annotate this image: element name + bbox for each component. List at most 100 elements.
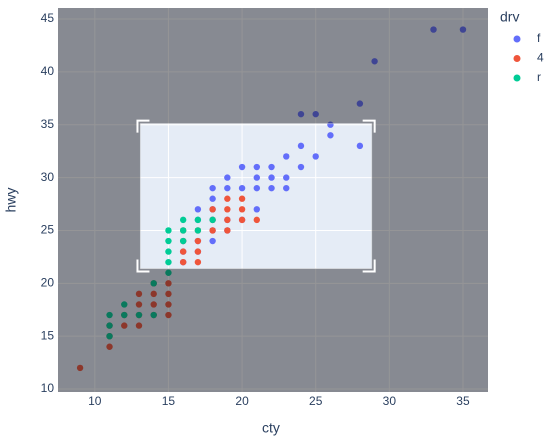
y-tick-label: 35 xyxy=(41,117,55,131)
point xyxy=(121,311,128,319)
legend-title: drv xyxy=(500,9,519,25)
point xyxy=(327,132,334,139)
point xyxy=(106,332,113,340)
point xyxy=(238,216,246,224)
point xyxy=(297,142,305,150)
point xyxy=(238,206,246,213)
x-tick-label: 20 xyxy=(235,394,249,408)
point xyxy=(253,206,261,213)
point xyxy=(150,311,157,319)
point xyxy=(253,163,261,171)
point xyxy=(268,184,275,192)
x-tick-label: 25 xyxy=(309,394,323,408)
y-tick-label: 15 xyxy=(41,328,55,342)
point xyxy=(238,195,246,202)
point xyxy=(238,184,246,192)
point xyxy=(312,110,319,118)
point xyxy=(165,311,172,319)
point xyxy=(194,206,202,213)
x-axis-title: cty xyxy=(262,420,280,436)
point xyxy=(165,269,172,276)
point xyxy=(459,26,467,33)
point xyxy=(209,184,216,192)
point xyxy=(135,290,143,298)
x-tick-label: 15 xyxy=(162,394,176,408)
y-tick-label: 45 xyxy=(41,11,55,25)
point xyxy=(194,216,202,224)
point xyxy=(297,110,305,118)
point xyxy=(150,301,157,308)
point xyxy=(283,153,290,160)
y-axis-title: hwy xyxy=(3,188,19,213)
point xyxy=(356,100,364,107)
point xyxy=(209,237,216,245)
point xyxy=(165,248,172,255)
point xyxy=(106,343,113,350)
point xyxy=(209,195,216,202)
y-tick-label: 25 xyxy=(41,223,55,237)
point xyxy=(209,227,216,234)
point xyxy=(224,227,231,234)
point xyxy=(430,26,437,33)
point xyxy=(253,216,261,224)
selection-corner xyxy=(362,259,376,273)
point xyxy=(106,322,113,329)
point xyxy=(150,280,157,287)
point xyxy=(165,237,172,245)
y-tick-label: 30 xyxy=(41,170,55,184)
point xyxy=(179,237,187,245)
point xyxy=(76,364,84,372)
point xyxy=(238,163,246,171)
point xyxy=(135,311,143,319)
point xyxy=(327,121,334,128)
point xyxy=(165,227,172,234)
legend-label: 4 xyxy=(537,51,544,65)
point xyxy=(194,258,202,266)
selection-corner xyxy=(362,119,376,133)
selection-dim xyxy=(58,8,488,392)
point xyxy=(106,311,113,319)
point xyxy=(165,301,172,308)
point xyxy=(224,174,231,181)
point xyxy=(121,322,128,329)
point xyxy=(135,301,143,308)
point xyxy=(179,216,187,224)
point xyxy=(179,248,187,255)
x-tick-label: 10 xyxy=(88,394,102,408)
point xyxy=(150,290,157,298)
legend-marker xyxy=(513,35,521,43)
selection-corner xyxy=(136,119,150,133)
point xyxy=(194,237,202,245)
x-tick-label: 35 xyxy=(456,394,470,408)
point xyxy=(224,206,231,213)
point xyxy=(268,163,275,171)
x-tick-label: 30 xyxy=(383,394,397,408)
point xyxy=(312,153,319,160)
point xyxy=(268,174,275,181)
point xyxy=(224,216,231,224)
point xyxy=(253,174,261,181)
point xyxy=(194,248,202,255)
point xyxy=(165,258,172,266)
selection-corner xyxy=(136,259,150,273)
point xyxy=(356,142,364,150)
point xyxy=(194,227,202,234)
point xyxy=(165,280,172,287)
legend-marker xyxy=(513,74,521,82)
point xyxy=(371,58,378,65)
y-tick-label: 40 xyxy=(41,64,55,78)
point xyxy=(209,206,216,213)
point xyxy=(179,258,187,266)
selection-box xyxy=(139,123,373,270)
y-tick-label: 10 xyxy=(41,381,55,395)
point xyxy=(224,184,231,192)
point xyxy=(121,301,128,308)
legend-label: r xyxy=(537,70,541,84)
point xyxy=(283,184,290,192)
point xyxy=(209,216,216,224)
point xyxy=(224,195,231,202)
legend-marker xyxy=(513,55,521,62)
point xyxy=(179,227,187,234)
point xyxy=(165,290,172,298)
